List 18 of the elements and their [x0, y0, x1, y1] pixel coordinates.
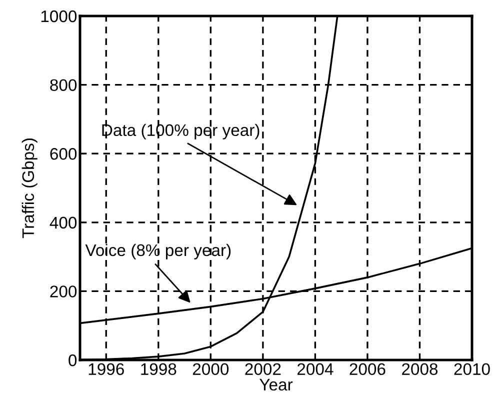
annotation: Voice (8% per year) — [85, 244, 231, 260]
x-tick-label: 2006 — [350, 363, 386, 376]
annotation: Data (100% per year) — [102, 124, 260, 140]
x-axis-title: Year — [260, 378, 293, 391]
y-tick-label: 600 — [50, 148, 77, 160]
y-tick-label: 0 — [68, 354, 77, 366]
x-tick-label: 1996 — [88, 363, 124, 376]
x-tick-label: 2010 — [454, 363, 490, 376]
x-tick-label: 2000 — [192, 363, 229, 376]
x-tick-label: 1998 — [141, 363, 176, 376]
x-tick-label: 2008 — [402, 363, 438, 376]
y-tick-label: 400 — [50, 216, 77, 229]
x-tick-label: 2004 — [298, 363, 334, 376]
y-tick-label: 200 — [50, 286, 77, 298]
y-tick-label: 1000 — [41, 10, 77, 22]
x-tick-label: 2002 — [245, 363, 281, 376]
y-axis-title: Traffic (Gbps) — [22, 138, 38, 238]
y-tick-label: 800 — [50, 79, 77, 92]
